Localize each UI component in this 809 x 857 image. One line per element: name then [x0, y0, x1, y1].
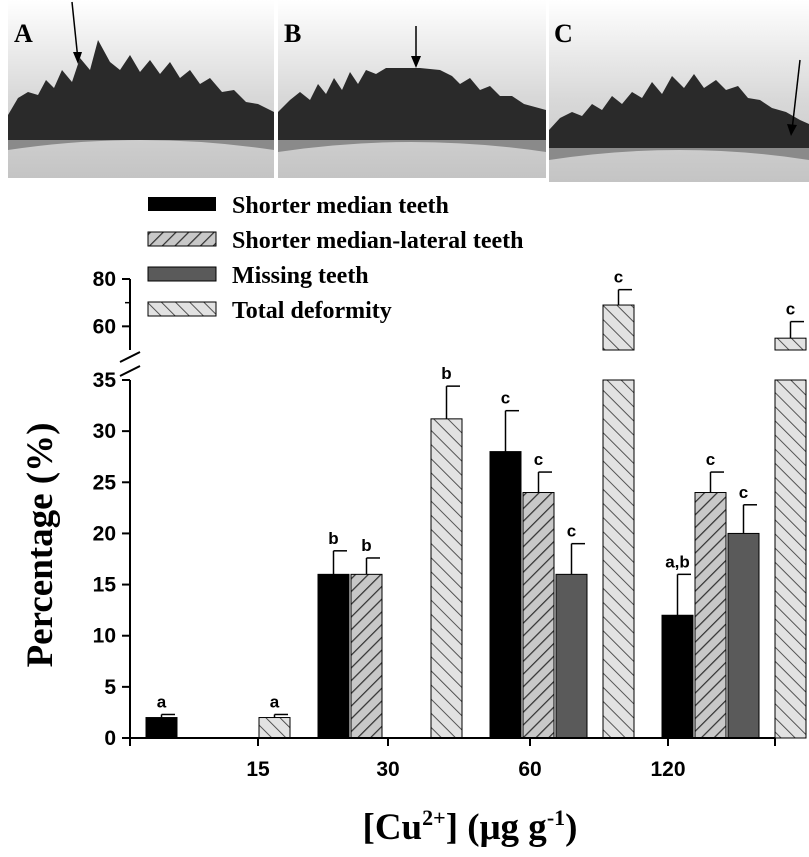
bar-hatch-forward-15 — [258, 717, 291, 739]
y-tick-label-10: 10 — [93, 625, 116, 648]
bar-hatch-forward-120-upper — [774, 337, 807, 351]
panel-letter-a: A — [14, 19, 33, 48]
legend-swatch-median — [148, 197, 216, 211]
legend-label-median: Shorter median teeth — [232, 193, 449, 219]
bar-solid-black-120 — [661, 614, 694, 739]
x-tick-label-15: 15 — [246, 758, 270, 781]
x-axis-title: [Cu2+] (μg g-1) — [363, 805, 578, 848]
panel-letter-b: B — [284, 19, 301, 48]
x-axis-title-main: [Cu — [363, 807, 423, 848]
panel-letter-c: C — [554, 19, 573, 48]
x-tick-label-30: 30 — [376, 758, 399, 781]
y-axis-title: Percentage (%) — [20, 423, 61, 668]
x-axis-title-sup1: 2+ — [422, 805, 446, 830]
bar-solid-gray-120 — [727, 532, 760, 739]
significance-label-hatch-forward-60: c — [614, 268, 623, 287]
bar-solid-black-60 — [489, 451, 522, 739]
bar-hatch-forward-30 — [430, 418, 463, 739]
arrow-a — [71, 1, 79, 61]
y-tick-label-15: 15 — [93, 574, 117, 597]
x-tick-label-60: 60 — [518, 758, 541, 781]
significance-label-solid-gray-120: c — [739, 483, 748, 502]
x-axis-title-mid: ] (μg g — [446, 807, 548, 848]
legend-swatch-missing — [147, 266, 217, 282]
legend-label-missing: Missing teeth — [232, 263, 369, 289]
arrow-c — [791, 59, 801, 131]
y-tick-label-25: 25 — [93, 471, 117, 494]
y-tick-label-80: 80 — [93, 268, 116, 291]
x-axis-title-sup2: -1 — [547, 805, 565, 830]
teeth-silhouette-c — [549, 74, 809, 148]
teeth-silhouette-a — [8, 40, 274, 140]
y-tick-label-20: 20 — [93, 522, 116, 545]
x-axis-title-end: ) — [565, 807, 577, 848]
legend: Shorter median teeth Shorter median-late… — [147, 193, 523, 324]
significance-label-hatch-back-30: b — [361, 536, 371, 555]
significance-label-hatch-forward-30: b — [441, 364, 451, 383]
bar-solid-black-30 — [317, 573, 350, 739]
y-tick-label-60: 60 — [93, 315, 116, 338]
significance-label-solid-black-15: a — [157, 692, 167, 711]
micrograph-panel-b: B — [278, 0, 546, 178]
legend-label-median-lateral: Shorter median-lateral teeth — [232, 228, 523, 254]
legend-swatch-median-lateral — [147, 231, 217, 247]
plot-area: a a b b b c c c c a,b c c c 0 5 10 15 20 25 30 35 60 80 15 30 60 1… — [93, 268, 807, 781]
y-tick-label-5: 5 — [104, 676, 116, 699]
significance-label-solid-black-30: b — [328, 529, 338, 548]
y-tick-label-30: 30 — [93, 420, 116, 443]
bar-solid-black-15 — [145, 717, 178, 739]
y-tick-label-35: 35 — [93, 369, 117, 392]
axis-break-mark-top — [119, 351, 141, 363]
x-tick-label-120: 120 — [650, 758, 685, 781]
significance-label-hatch-forward-120: c — [786, 300, 795, 319]
significance-label-hatch-back-120: c — [706, 450, 715, 469]
significance-label-solid-gray-60: c — [567, 522, 576, 541]
bar-hatch-forward-60-lower — [602, 379, 635, 739]
bar-hatch-back-120 — [694, 492, 727, 739]
bar-hatch-forward-60-upper — [602, 304, 635, 351]
legend-swatch-total — [147, 301, 217, 317]
bar-solid-gray-60 — [555, 573, 588, 739]
micrograph-panel-a: A — [8, 0, 274, 178]
significance-label-solid-black-60: c — [501, 389, 510, 408]
micrograph-panel-c: C — [549, 0, 809, 182]
bar-hatch-forward-120-lower — [774, 379, 807, 739]
axis-break-mark-bottom — [119, 365, 141, 377]
bar-hatch-back-60 — [522, 492, 555, 739]
teeth-silhouette-b — [278, 68, 546, 140]
significance-label-hatch-back-60: c — [534, 450, 543, 469]
y-tick-label-0: 0 — [104, 727, 116, 750]
significance-label-solid-black-120: a,b — [665, 552, 690, 571]
significance-label-hatch-forward-15: a — [270, 692, 280, 711]
bar-hatch-back-30 — [350, 573, 383, 739]
legend-label-total: Total deformity — [232, 298, 392, 324]
